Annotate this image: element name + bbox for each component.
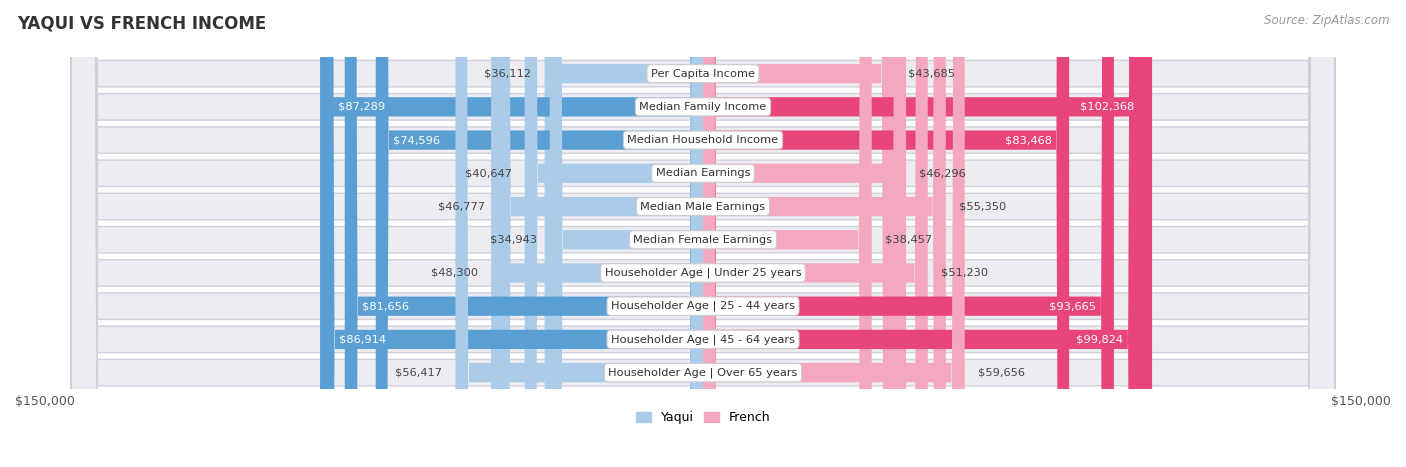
- FancyBboxPatch shape: [72, 0, 1334, 467]
- Text: Median Family Income: Median Family Income: [640, 102, 766, 112]
- Text: $55,350: $55,350: [959, 202, 1007, 212]
- FancyBboxPatch shape: [703, 0, 872, 467]
- FancyBboxPatch shape: [524, 0, 703, 467]
- FancyBboxPatch shape: [456, 0, 703, 467]
- FancyBboxPatch shape: [703, 0, 894, 467]
- Text: $34,943: $34,943: [489, 235, 537, 245]
- FancyBboxPatch shape: [72, 0, 1334, 467]
- Text: Median Female Earnings: Median Female Earnings: [634, 235, 772, 245]
- Text: $83,468: $83,468: [1005, 135, 1052, 145]
- Text: $51,230: $51,230: [941, 268, 988, 278]
- FancyBboxPatch shape: [72, 0, 1334, 467]
- FancyBboxPatch shape: [703, 0, 928, 467]
- Text: Householder Age | 45 - 64 years: Householder Age | 45 - 64 years: [612, 334, 794, 345]
- Text: Per Capita Income: Per Capita Income: [651, 69, 755, 78]
- FancyBboxPatch shape: [72, 0, 1334, 467]
- Text: Median Earnings: Median Earnings: [655, 168, 751, 178]
- Text: $87,289: $87,289: [337, 102, 385, 112]
- FancyBboxPatch shape: [72, 0, 1334, 467]
- FancyBboxPatch shape: [703, 0, 1140, 467]
- FancyBboxPatch shape: [703, 0, 1069, 467]
- FancyBboxPatch shape: [72, 0, 1334, 467]
- Text: Householder Age | Over 65 years: Householder Age | Over 65 years: [609, 368, 797, 378]
- Text: Median Household Income: Median Household Income: [627, 135, 779, 145]
- Text: $48,300: $48,300: [430, 268, 478, 278]
- Legend: Yaqui, French: Yaqui, French: [631, 406, 775, 430]
- Text: Householder Age | Under 25 years: Householder Age | Under 25 years: [605, 268, 801, 278]
- Text: $56,417: $56,417: [395, 368, 443, 378]
- FancyBboxPatch shape: [72, 0, 1334, 467]
- FancyBboxPatch shape: [550, 0, 703, 467]
- FancyBboxPatch shape: [72, 0, 1334, 467]
- Text: YAQUI VS FRENCH INCOME: YAQUI VS FRENCH INCOME: [17, 14, 266, 32]
- FancyBboxPatch shape: [322, 0, 703, 467]
- Text: $59,656: $59,656: [979, 368, 1025, 378]
- FancyBboxPatch shape: [703, 0, 1114, 467]
- Text: $86,914: $86,914: [339, 334, 387, 344]
- Text: $74,596: $74,596: [394, 135, 440, 145]
- Text: $43,685: $43,685: [908, 69, 955, 78]
- FancyBboxPatch shape: [703, 0, 905, 467]
- FancyBboxPatch shape: [498, 0, 703, 467]
- Text: $46,296: $46,296: [920, 168, 966, 178]
- FancyBboxPatch shape: [703, 0, 946, 467]
- Text: Householder Age | 25 - 44 years: Householder Age | 25 - 44 years: [612, 301, 794, 311]
- Text: Source: ZipAtlas.com: Source: ZipAtlas.com: [1264, 14, 1389, 27]
- FancyBboxPatch shape: [375, 0, 703, 467]
- FancyBboxPatch shape: [703, 0, 1152, 467]
- Text: $81,656: $81,656: [363, 301, 409, 311]
- Text: $38,457: $38,457: [884, 235, 932, 245]
- FancyBboxPatch shape: [344, 0, 703, 467]
- Text: $99,824: $99,824: [1077, 334, 1123, 344]
- FancyBboxPatch shape: [72, 0, 1334, 467]
- Text: Median Male Earnings: Median Male Earnings: [641, 202, 765, 212]
- Text: $46,777: $46,777: [437, 202, 485, 212]
- Text: $102,368: $102,368: [1080, 102, 1135, 112]
- FancyBboxPatch shape: [703, 0, 965, 467]
- Text: $93,665: $93,665: [1049, 301, 1097, 311]
- FancyBboxPatch shape: [72, 0, 1334, 467]
- Text: $36,112: $36,112: [485, 69, 531, 78]
- FancyBboxPatch shape: [544, 0, 703, 467]
- FancyBboxPatch shape: [321, 0, 703, 467]
- Text: $40,647: $40,647: [464, 168, 512, 178]
- FancyBboxPatch shape: [491, 0, 703, 467]
